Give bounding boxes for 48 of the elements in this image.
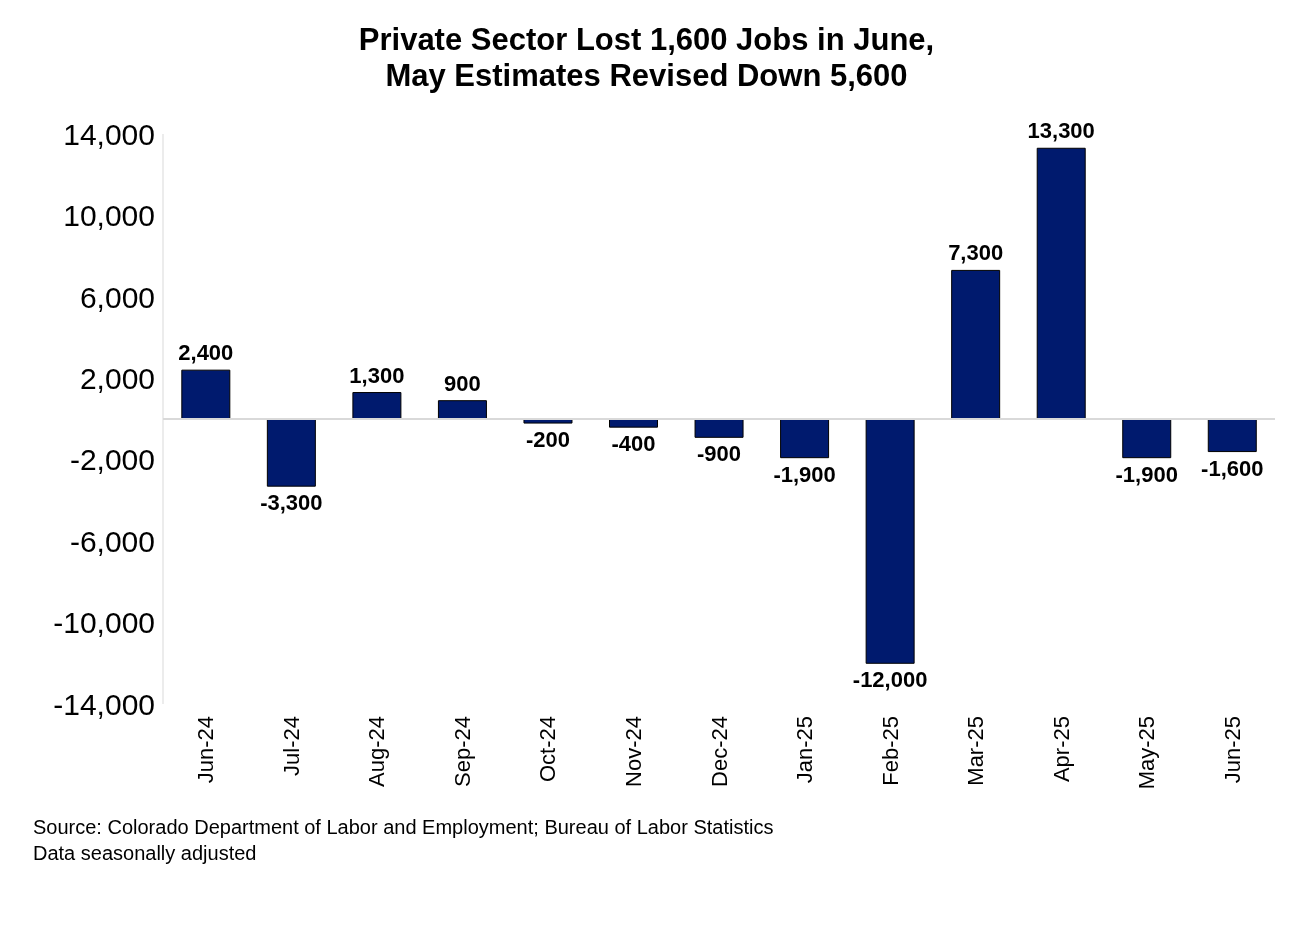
x-tick-label: Dec-24 <box>706 716 732 787</box>
x-tick-label: Jul-24 <box>278 716 304 776</box>
y-tick-label: 10,000 <box>63 199 155 233</box>
x-tick-label: Oct-24 <box>535 716 561 783</box>
data-label: -12,000 <box>852 667 928 693</box>
x-tick-label: Mar-25 <box>963 716 989 786</box>
x-tick-label: May-25 <box>1134 716 1160 790</box>
y-tick-label: -6,000 <box>69 524 155 558</box>
bar <box>266 418 316 487</box>
text: Data seasonally adjusted <box>33 841 258 866</box>
bar <box>1122 418 1172 459</box>
y-tick-label: -14,000 <box>53 687 155 721</box>
bar <box>780 418 830 459</box>
data-label: 1,300 <box>349 362 405 388</box>
source-note: Source: Colorado Department of Labor and Employment; Bureau of Labor Statistics <box>33 815 775 840</box>
data-label: -400 <box>611 431 656 457</box>
data-label: -1,900 <box>773 461 836 487</box>
y-tick-label: -2,000 <box>69 443 155 477</box>
data-label: -1,900 <box>1115 461 1178 487</box>
data-label: 13,300 <box>1027 118 1095 144</box>
data-label: -3,300 <box>260 490 323 516</box>
x-tick-label: Jan-25 <box>792 716 818 784</box>
bar <box>181 369 231 420</box>
bar <box>1036 147 1086 420</box>
y-tick-label: 6,000 <box>79 280 155 314</box>
bar <box>865 418 915 664</box>
data-label: 7,300 <box>948 240 1004 266</box>
y-tick-label: 2,000 <box>79 361 155 395</box>
data-label: 2,400 <box>178 340 234 366</box>
x-tick-label: Apr-25 <box>1048 716 1074 783</box>
data-label: -200 <box>525 427 570 453</box>
x-tick-label: Nov-24 <box>620 716 646 787</box>
data-label: 900 <box>444 370 481 396</box>
y-tick-label: -10,000 <box>53 606 155 640</box>
bar <box>694 418 744 438</box>
bar <box>1207 418 1257 453</box>
bar <box>352 392 402 420</box>
x-tick-label: Jun-24 <box>193 716 219 784</box>
y-tick-label: 14,000 <box>63 117 155 151</box>
x-tick-label: Sep-24 <box>449 716 475 787</box>
bar <box>437 400 487 420</box>
x-tick-label: Aug-24 <box>364 716 390 787</box>
chart-title: Private Sector Lost 1,600 Jobs in June, May Estimates Revised Down 5,600 <box>357 22 936 94</box>
bar <box>951 269 1001 420</box>
x-tick-label: Jun-25 <box>1219 716 1245 784</box>
x-tick-label: Feb-25 <box>877 716 903 786</box>
data-label: -900 <box>697 441 742 467</box>
data-label: -1,600 <box>1201 455 1264 481</box>
